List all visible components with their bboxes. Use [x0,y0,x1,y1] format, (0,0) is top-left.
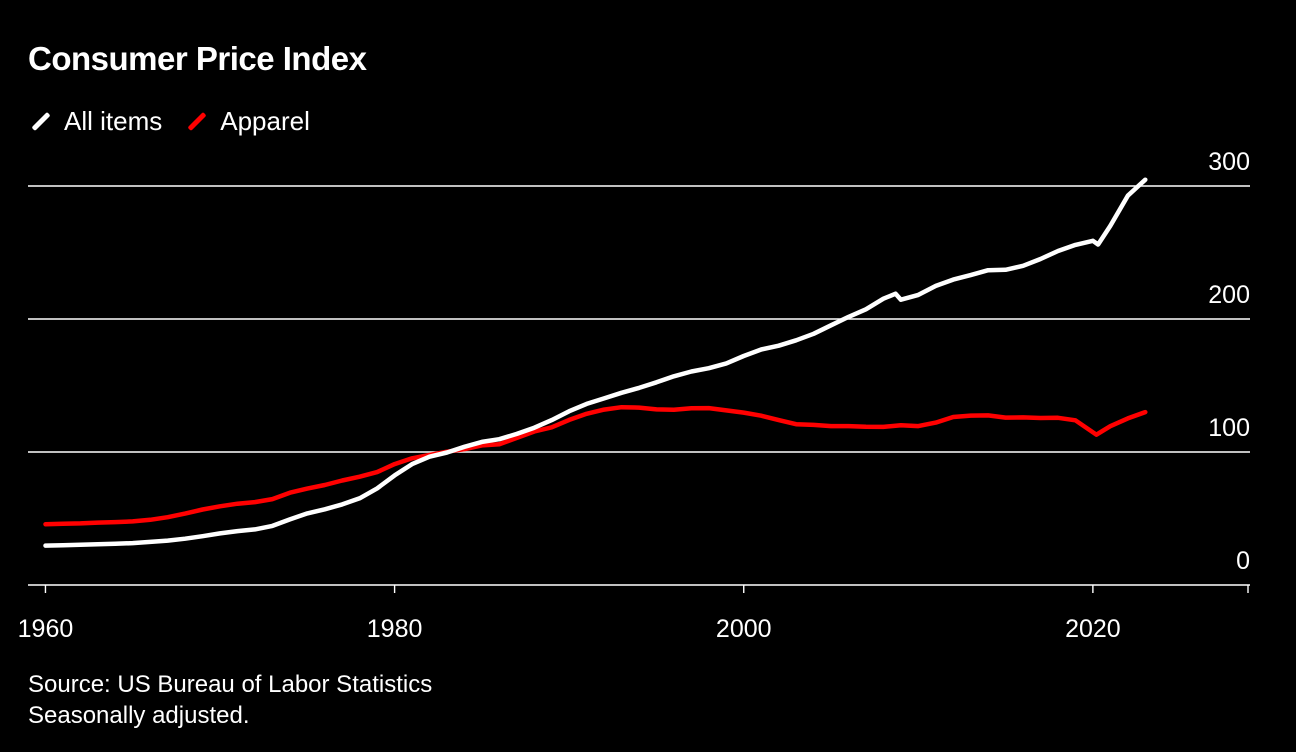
y-tick-label-0: 0 [1236,547,1250,575]
legend: All items Apparel [28,106,332,137]
x-tick-label-1960: 1960 [18,615,74,643]
series-line-all-items [43,177,1148,548]
x-tick-label-1980: 1980 [367,615,423,643]
chart-footer: Source: US Bureau of Labor Statistics Se… [28,669,432,731]
x-tick-label-2000: 2000 [716,615,772,643]
legend-item-apparel: Apparel [184,106,310,137]
adjustment-note: Seasonally adjusted. [28,702,250,729]
source-note: Source: US Bureau of Labor Statistics [28,671,433,698]
y-tick-label-100: 100 [1208,414,1250,442]
legend-label-apparel: Apparel [220,106,310,136]
legend-label-all-items: All items [64,106,163,136]
y-tick-label-300: 300 [1208,148,1250,176]
chart-title: Consumer Price Index [28,40,367,77]
y-tick-label-200: 200 [1208,281,1250,309]
x-tick-label-2020: 2020 [1065,615,1121,643]
series-line-apparel [43,404,1148,527]
legend-item-all-items: All items [28,106,162,137]
